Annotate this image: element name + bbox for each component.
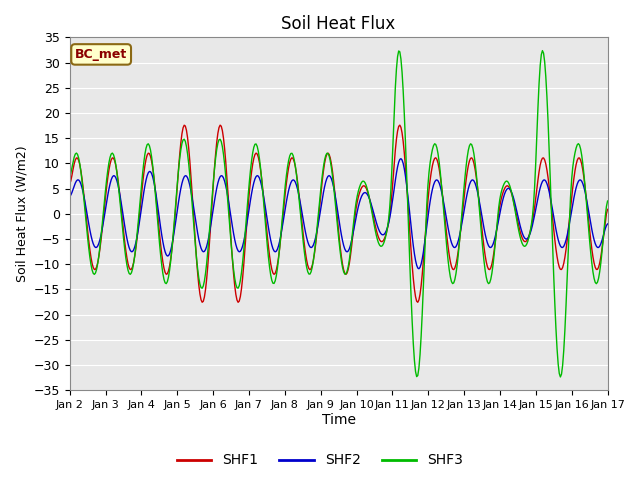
SHF3 <box>461 175 468 180</box>
X-axis label: Time: Time <box>322 413 356 427</box>
SHF2 <box>463 191 471 196</box>
Title: Soil Heat Flux: Soil Heat Flux <box>282 15 396 33</box>
Legend: SHF1, SHF2, SHF3: SHF1, SHF2, SHF3 <box>171 448 469 473</box>
SHF1 <box>233 297 241 303</box>
SHF3 <box>367 202 374 208</box>
SHF1 <box>394 128 401 134</box>
SHF2 <box>415 266 423 272</box>
SHF3 <box>557 374 564 380</box>
SHF2 <box>367 199 374 205</box>
Line: SHF3: SHF3 <box>70 50 607 377</box>
SHF1 <box>66 181 74 187</box>
Y-axis label: Soil Heat Flux (W/m2): Soil Heat Flux (W/m2) <box>15 145 28 282</box>
SHF1 <box>557 266 564 272</box>
SHF2 <box>392 170 400 176</box>
SHF2 <box>604 221 611 227</box>
SHF3 <box>392 66 400 72</box>
SHF3 <box>292 172 300 178</box>
SHF3 <box>233 285 241 290</box>
SHF3 <box>604 198 611 204</box>
SHF3 <box>66 174 74 180</box>
SHF2 <box>557 243 564 249</box>
SHF1 <box>368 206 376 212</box>
SHF2 <box>397 156 404 162</box>
Line: SHF1: SHF1 <box>70 125 607 302</box>
Text: BC_met: BC_met <box>75 48 127 61</box>
SHF1 <box>234 300 242 305</box>
SHF3 <box>556 371 563 376</box>
SHF1 <box>294 180 301 185</box>
SHF1 <box>463 169 471 175</box>
SHF2 <box>292 182 300 188</box>
SHF1 <box>396 122 404 128</box>
SHF3 <box>539 48 547 53</box>
SHF2 <box>66 193 74 199</box>
Line: SHF2: SHF2 <box>70 159 607 269</box>
SHF2 <box>233 245 241 251</box>
SHF1 <box>604 206 611 212</box>
